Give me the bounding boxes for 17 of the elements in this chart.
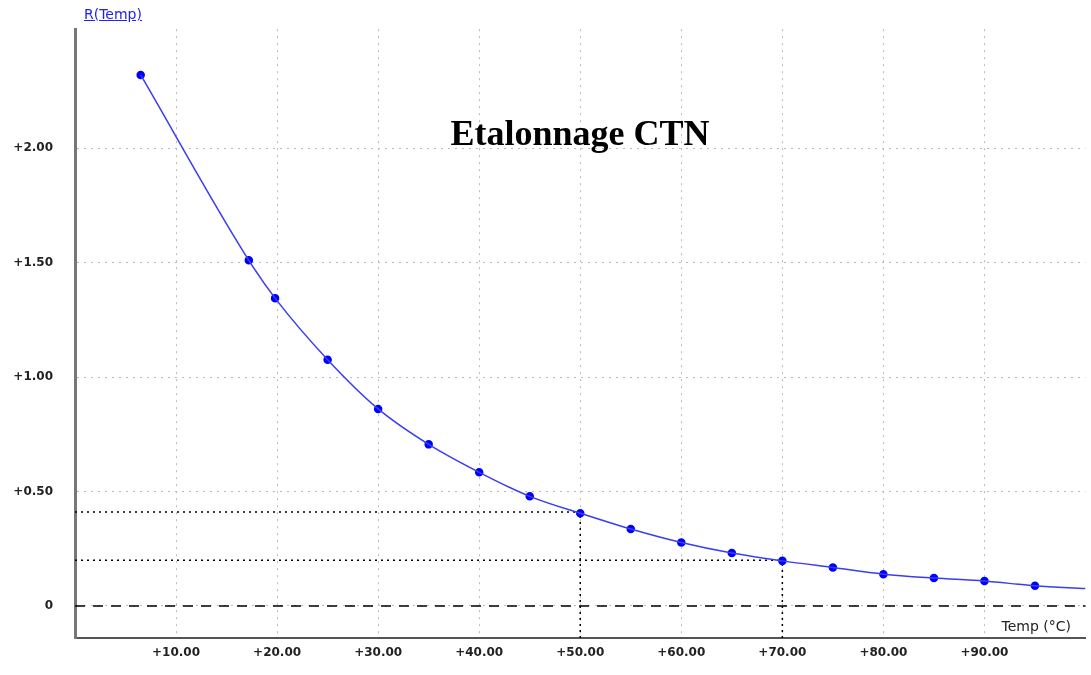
y-axis-title: R(Temp): [84, 6, 142, 22]
y-tick-label: +1.50: [13, 254, 53, 269]
y-tick-label: +1.00: [13, 369, 53, 384]
text: Etalonnage CTN: [449, 112, 711, 154]
x-tick-label: +40.00: [455, 645, 504, 660]
x-tick-label: +70.00: [758, 645, 807, 660]
x-tick-label: +50.00: [556, 645, 605, 660]
x-tick-label: +80.00: [859, 645, 908, 660]
x-axis-title: Temp (°C): [1001, 618, 1071, 634]
x-tick-label: +30.00: [354, 645, 403, 660]
x-tick-label: +60.00: [657, 645, 706, 660]
x-tick-label: +10.00: [152, 645, 201, 660]
x-tick-label: +90.00: [960, 645, 1009, 660]
x-tick-label: +20.00: [253, 645, 302, 660]
y-tick-label: +2.00: [13, 140, 53, 155]
y-tick-label: +0.50: [13, 483, 53, 498]
y-tick-label: 0: [44, 598, 53, 613]
